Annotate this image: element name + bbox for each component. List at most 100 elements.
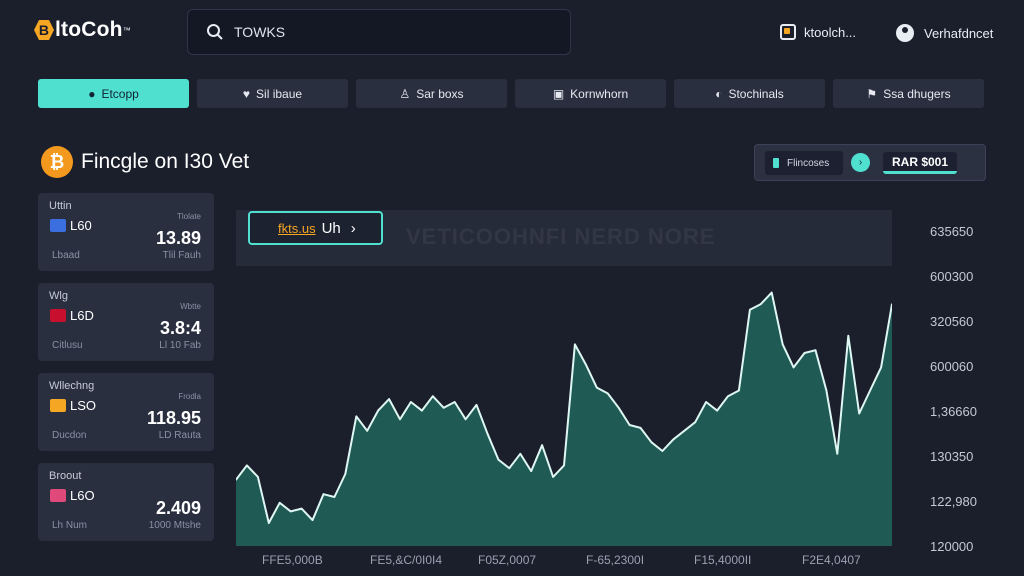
chart-point — [475, 404, 478, 406]
flag-icon — [50, 489, 66, 502]
chart-point — [803, 352, 806, 354]
card-foot-label: Tlil Fauh — [162, 250, 201, 261]
chart-point — [738, 389, 740, 392]
chart-point — [628, 424, 631, 426]
price-chart-svg — [236, 210, 892, 546]
wallet-link-label: ktoolch... — [804, 24, 857, 40]
market-card[interactable]: Broout L6O 2.409 Lh Num 1000 Mtshe — [38, 463, 214, 541]
chart-point — [585, 363, 587, 366]
chart-point — [464, 418, 467, 421]
chart-point — [836, 453, 839, 455]
chart-point — [891, 303, 892, 305]
card-value: 3.8:4 — [159, 318, 201, 338]
logo-hexagon-icon: B — [34, 20, 54, 40]
bitcoin-icon: ₿ — [41, 146, 73, 178]
chart-point — [421, 409, 423, 412]
tab-2[interactable]: ♙ Sar boxs — [356, 79, 507, 108]
x-tick-label: F-65,2300I — [586, 553, 645, 567]
market-card[interactable]: Wllechng LSO Frodla 118.95 Ducdon LD Rau… — [38, 373, 214, 451]
ticker-unit: Uh — [321, 219, 341, 237]
card-category: Wllechng — [49, 380, 95, 392]
chart-point — [268, 522, 270, 524]
tab-0[interactable]: ● Etcopp — [38, 79, 189, 108]
chart-point — [792, 366, 795, 369]
chart-point — [563, 464, 565, 467]
wallet-link[interactable]: ktoolch... — [780, 24, 856, 40]
market-card[interactable]: Uttin L60 Tlolate 13.89 Lbaad Tlil Fauh — [38, 193, 214, 271]
chart-point — [727, 395, 729, 397]
y-tick-label: 120000 — [930, 539, 974, 554]
apple-icon: ● — [88, 86, 96, 101]
filter-icon — [773, 158, 779, 168]
ticker-select-button[interactable]: fkts.us Uh › — [248, 211, 383, 245]
wallet-icon — [780, 24, 796, 40]
chart-point — [388, 398, 390, 400]
logo-text: ltoCoh — [55, 18, 123, 41]
tab-label: Sar boxs — [416, 86, 464, 101]
card-pair-label: L6O — [70, 488, 95, 503]
chart-point — [541, 444, 543, 446]
tab-label: Kornwhorn — [570, 86, 629, 101]
chart-point — [508, 467, 511, 470]
card-pair: L6D — [50, 308, 94, 323]
search-bar[interactable]: TOWKS — [187, 9, 571, 55]
market-card[interactable]: Wlg L6D Wbtte 3.8:4 Citlusu Ll 10 Fab — [38, 283, 214, 361]
card-mini-label: Frodla — [178, 392, 201, 401]
chart-point — [377, 409, 379, 412]
chart-point — [847, 335, 850, 337]
flag-icon: ⚑ — [866, 86, 878, 101]
tab-4[interactable]: ◐ Stochinals — [674, 79, 825, 108]
flag-icon — [50, 219, 66, 232]
y-tick-label: 600300 — [930, 269, 974, 284]
search-input[interactable]: TOWKS — [234, 24, 286, 40]
y-tick-label: 320560 — [930, 314, 974, 329]
tab-3[interactable]: ▣ Kornwhorn — [515, 79, 666, 108]
chart-point — [257, 476, 259, 478]
chart-area-fill — [236, 292, 892, 546]
chart-point — [596, 386, 598, 389]
price-filter-label: Flincoses — [787, 157, 830, 169]
price-next-button[interactable]: › — [851, 153, 870, 172]
chart-point — [617, 407, 620, 409]
tab-1[interactable]: ♥ Sil ibaue — [197, 79, 348, 108]
card-pair: L60 — [50, 218, 92, 233]
y-tick-label: 1,36660 — [930, 404, 977, 419]
chart-point — [236, 479, 237, 481]
card-foot-label: 1000 Mtshe — [148, 520, 201, 531]
briefcase-icon: ▣ — [552, 86, 565, 101]
chart-point — [519, 453, 522, 455]
tab-5[interactable]: ⚑ Ssa dhugers — [833, 79, 984, 108]
card-value: 2.409 — [155, 498, 201, 518]
account-menu[interactable]: Verhafdncet — [896, 24, 993, 42]
chevron-right-icon: › — [350, 219, 356, 237]
y-tick-label: 635650 — [930, 224, 974, 239]
logo-trademark: ™ — [122, 25, 131, 35]
chart-point — [606, 392, 609, 395]
chart-point — [410, 401, 412, 403]
chart-point — [694, 421, 696, 423]
app-logo[interactable]: B ltoCoh ™ — [34, 18, 131, 42]
chart-point — [530, 470, 532, 472]
chart-point — [716, 409, 718, 412]
price-filter-button[interactable]: Flincoses — [765, 151, 843, 175]
chart-point — [486, 432, 489, 435]
x-tick-label: F15,4000II — [694, 553, 752, 567]
card-sub-label: Citlusu — [52, 340, 83, 351]
chart-point — [366, 430, 368, 432]
card-pair: L6O — [50, 488, 95, 503]
card-value: 118.95 — [146, 408, 201, 428]
tab-label: Sil ibaue — [256, 86, 303, 101]
flag-icon — [50, 309, 66, 322]
chart-point — [322, 493, 325, 496]
chart-point — [552, 476, 554, 478]
card-foot-label: Ll 10 Fab — [159, 340, 201, 351]
chart-point — [278, 502, 281, 504]
card-pair-label: LSO — [70, 398, 97, 413]
chart-point — [880, 366, 882, 369]
chart-watermark: VETICOOHNFI NERD NORE — [406, 224, 716, 249]
chart-point — [289, 510, 292, 513]
card-category: Broout — [49, 470, 82, 482]
price-chart[interactable]: VETICOOHNFI NERD NORE fkts.us Uh › — [236, 210, 892, 546]
card-pair: LSO — [50, 398, 96, 413]
x-tick-label: F2E4,0407 — [802, 553, 861, 567]
